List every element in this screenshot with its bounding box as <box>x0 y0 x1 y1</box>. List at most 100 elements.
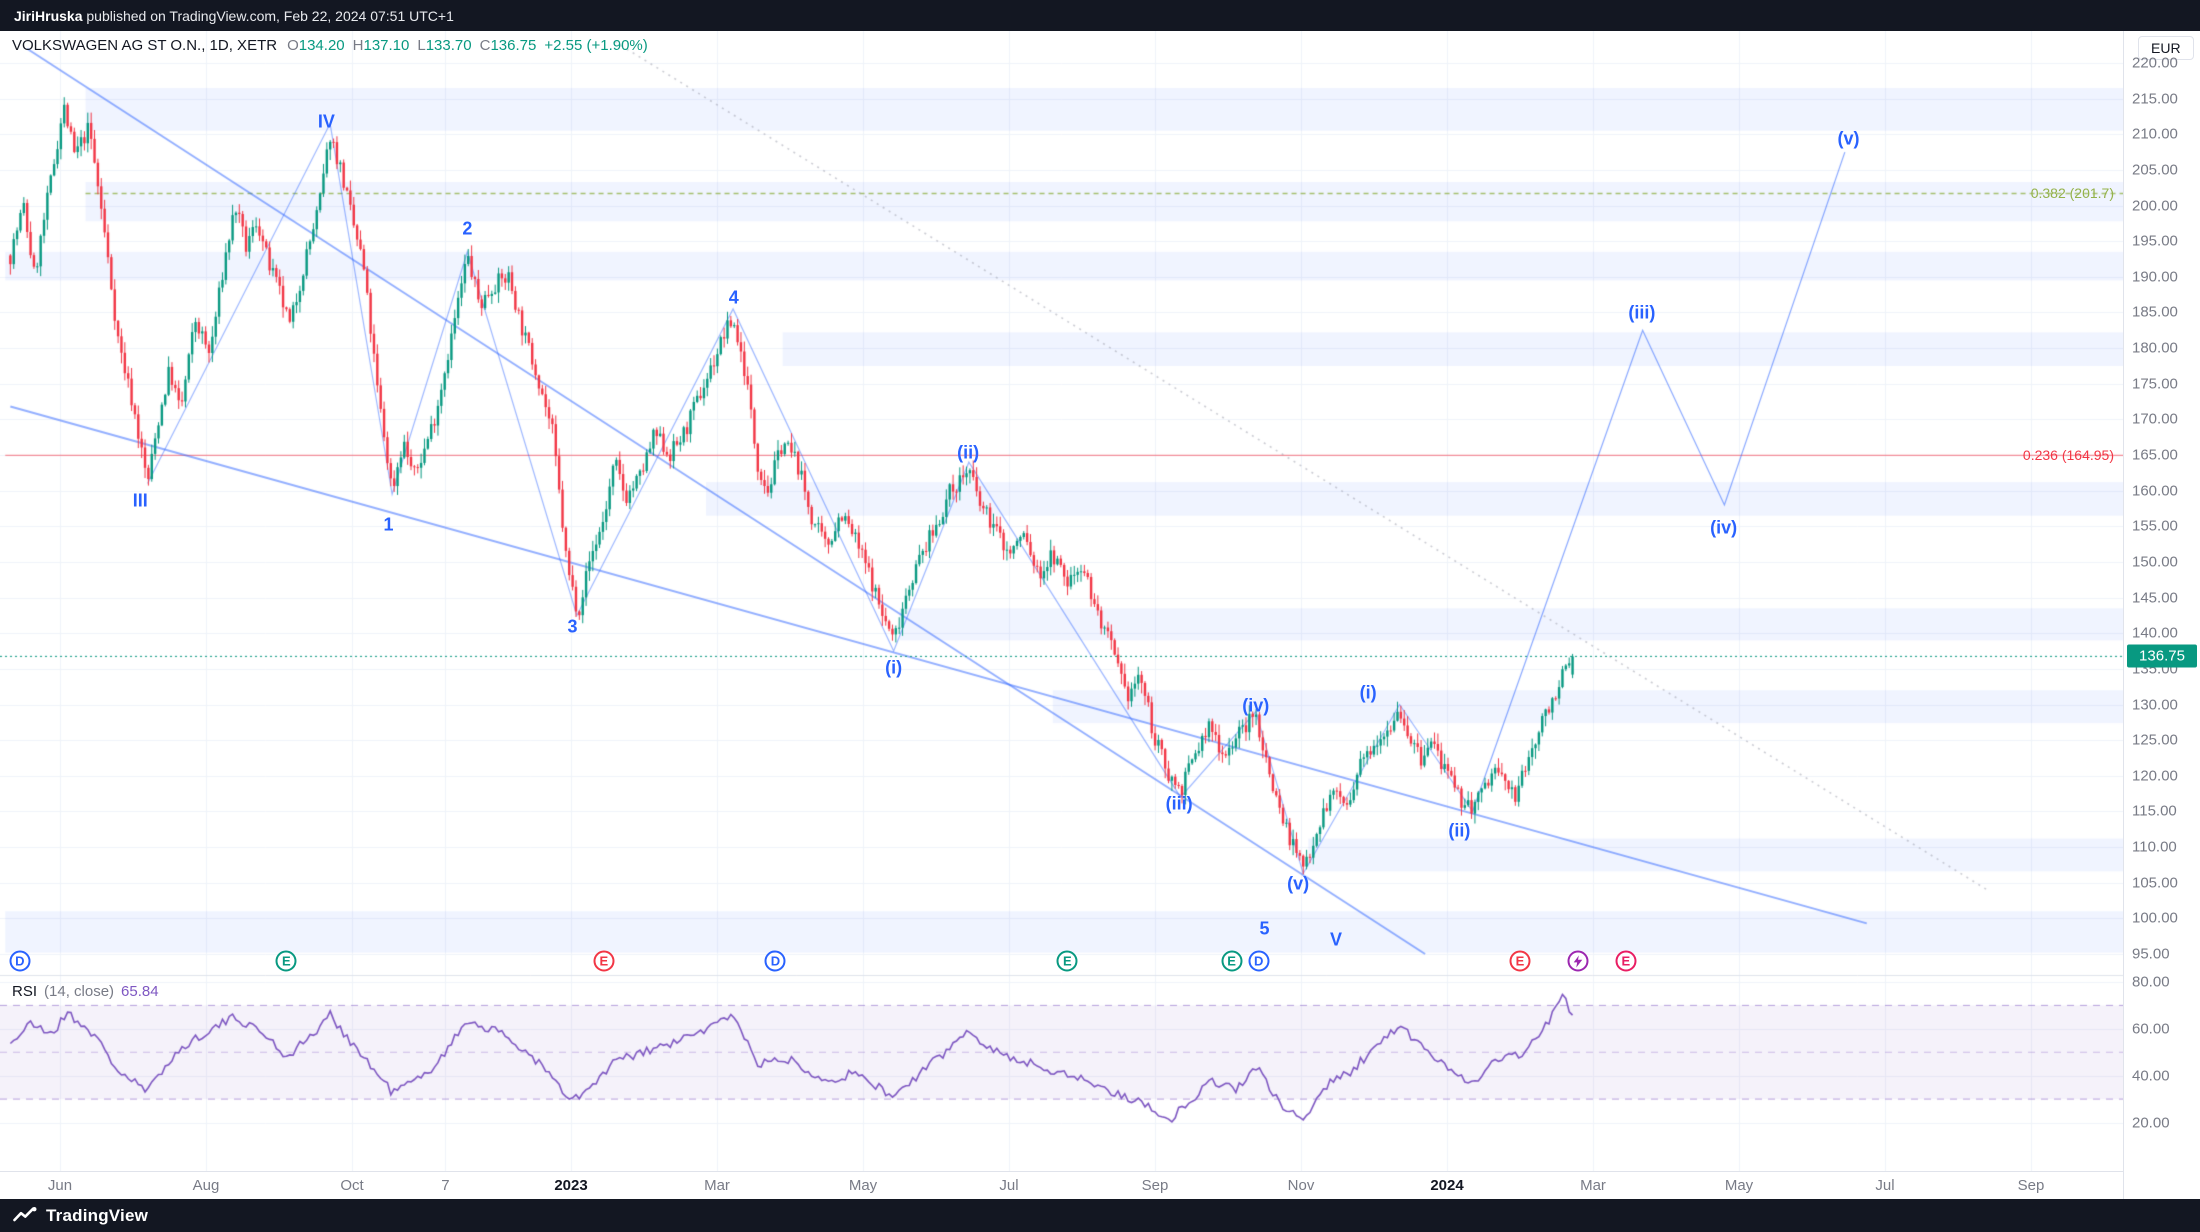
event-marker-dividend[interactable]: D <box>9 950 31 972</box>
open-label: O <box>287 37 299 54</box>
time-axis-label: Nov <box>1287 1177 1315 1194</box>
high-value: 137.10 <box>363 37 410 54</box>
price-axis-tick: 170.00 <box>2132 410 2178 428</box>
price-axis-tick: 185.00 <box>2132 303 2178 321</box>
time-axis[interactable]: Jun Aug Oct 7 2023 Mar May Jul Sep Nov 2024 Mar May J… <box>0 1171 2123 1199</box>
change-value: +2.55 (+1.90%) <box>544 37 648 54</box>
close-label: C <box>479 37 491 54</box>
wave-label[interactable]: 1 <box>383 514 394 535</box>
price-axis-tick: 165.00 <box>2132 446 2178 464</box>
lightning-icon <box>1574 955 1583 967</box>
low-value: 133.70 <box>425 37 472 54</box>
chart-canvas[interactable] <box>0 31 2123 1171</box>
symbol-title[interactable]: VOLKSWAGEN AG ST O.N., 1D, XETR <box>12 37 278 54</box>
price-axis-tick: 195.00 <box>2132 232 2178 250</box>
event-marker-earnings[interactable]: E <box>275 950 297 972</box>
price-axis-tick: 120.00 <box>2132 767 2178 785</box>
open-value: 134.20 <box>298 37 345 54</box>
time-axis-label: 2024 <box>1430 1177 1464 1194</box>
event-marker-dividend[interactable]: D <box>1248 950 1270 972</box>
wave-label[interactable]: (ii) <box>1448 820 1471 841</box>
fib-level-label[interactable]: 0.236 (164.95) <box>2022 447 2114 464</box>
time-axis-label: Oct <box>340 1177 364 1194</box>
publisher-link[interactable]: JiriHruska <box>14 7 83 24</box>
price-axis-tick: 215.00 <box>2132 90 2178 108</box>
rsi-axis-tick: 80.00 <box>2132 973 2170 991</box>
event-marker-earnings[interactable]: E <box>1056 950 1078 972</box>
time-axis-label: Sep <box>2017 1177 2045 1194</box>
tradingview-logo-icon[interactable] <box>13 1207 37 1224</box>
price-axis-tick: 105.00 <box>2132 874 2178 892</box>
ohlc-values: O134.20 H137.10 L133.70 C136.75 +2.55 (+… <box>287 37 648 54</box>
time-axis-label: Mar <box>704 1177 730 1194</box>
high-label: H <box>352 37 364 54</box>
wave-label[interactable]: 2 <box>462 218 473 239</box>
event-marker-alert[interactable] <box>1567 950 1589 972</box>
time-axis-label: Aug <box>192 1177 220 1194</box>
price-axis-tick: 125.00 <box>2132 731 2178 749</box>
wave-label[interactable]: V <box>1330 929 1343 950</box>
event-marker-earnings[interactable]: E <box>1221 950 1243 972</box>
last-price-badge: 136.75 <box>2127 644 2197 668</box>
time-axis-label: Jul <box>999 1177 1019 1194</box>
wave-label[interactable]: III <box>132 490 148 511</box>
wave-label[interactable]: (iv) <box>1710 517 1738 538</box>
wave-label[interactable]: (i) <box>885 657 903 678</box>
time-axis-label: Sep <box>1141 1177 1169 1194</box>
price-axis-tick: 145.00 <box>2132 589 2178 607</box>
wave-label[interactable]: 3 <box>567 616 578 637</box>
time-axis-label: Jul <box>1875 1177 1895 1194</box>
price-axis-tick: 160.00 <box>2132 482 2178 500</box>
rsi-params: (14, close) <box>44 983 115 1000</box>
event-marker-earnings[interactable]: E <box>593 950 615 972</box>
low-label: L <box>417 37 426 54</box>
wave-label[interactable]: (iii) <box>1165 793 1193 814</box>
price-axis-tick: 150.00 <box>2132 553 2178 571</box>
price-axis-tick: 210.00 <box>2132 125 2178 143</box>
wave-label[interactable]: (iii) <box>1628 302 1656 323</box>
tradingview-wordmark[interactable]: TradingView <box>46 1205 149 1225</box>
price-axis-tick: 175.00 <box>2132 375 2178 393</box>
rsi-axis-tick: 60.00 <box>2132 1020 2170 1038</box>
price-axis-tick: 130.00 <box>2132 696 2178 714</box>
event-marker-earnings[interactable]: E <box>1615 950 1637 972</box>
rsi-value: 65.84 <box>121 983 159 1000</box>
time-axis-label: May <box>1724 1177 1754 1194</box>
time-axis-label: May <box>848 1177 878 1194</box>
price-axis-tick: 205.00 <box>2132 161 2178 179</box>
wave-label[interactable]: (v) <box>1837 128 1860 149</box>
time-axis-label: 7 <box>441 1177 450 1194</box>
price-axis-tick: 100.00 <box>2132 909 2178 927</box>
rsi-axis-tick: 40.00 <box>2132 1067 2170 1085</box>
time-axis-label: 2023 <box>554 1177 588 1194</box>
price-axis-tick: 190.00 <box>2132 268 2178 286</box>
price-axis-tick: 180.00 <box>2132 339 2178 357</box>
rsi-title[interactable]: RSI <box>12 983 38 1000</box>
rsi-axis-tick: 20.00 <box>2132 1114 2170 1132</box>
wave-label[interactable]: 4 <box>728 287 739 307</box>
wave-label[interactable]: IV <box>317 111 335 132</box>
price-axis-tick: 220.00 <box>2132 54 2178 72</box>
price-axis[interactable]: EUR 220.00 215.00 210.00 205.00 200.00 195.00… <box>2123 31 2200 1199</box>
event-marker-earnings[interactable]: E <box>1509 950 1531 972</box>
price-axis-tick: 115.00 <box>2132 802 2177 820</box>
price-axis-tick: 200.00 <box>2132 197 2178 215</box>
publish-info-text: published on TradingView.com, Feb 22, 20… <box>82 7 454 24</box>
wave-label[interactable]: 5 <box>1259 918 1270 939</box>
price-axis-tick: 140.00 <box>2132 624 2178 642</box>
wave-label[interactable]: (v) <box>1287 873 1310 894</box>
time-axis-label: Jun <box>47 1177 73 1194</box>
event-marker-dividend[interactable]: D <box>764 950 786 972</box>
price-axis-tick: 155.00 <box>2132 517 2178 535</box>
footer-bar: TradingView <box>0 1199 2200 1232</box>
wave-label[interactable]: (i) <box>1359 682 1377 703</box>
wave-label[interactable]: (iv) <box>1242 695 1270 716</box>
currency-button[interactable]: EUR <box>2138 36 2194 60</box>
close-value: 136.75 <box>490 37 537 54</box>
wave-label[interactable]: (ii) <box>957 442 980 463</box>
price-axis-tick: 95.00 <box>2132 945 2170 963</box>
fib-level-label[interactable]: 0.382 (201.7) <box>2030 185 2114 202</box>
time-axis-label: Mar <box>1580 1177 1606 1194</box>
publish-bar: JiriHruska published on TradingView.com,… <box>0 0 2200 31</box>
